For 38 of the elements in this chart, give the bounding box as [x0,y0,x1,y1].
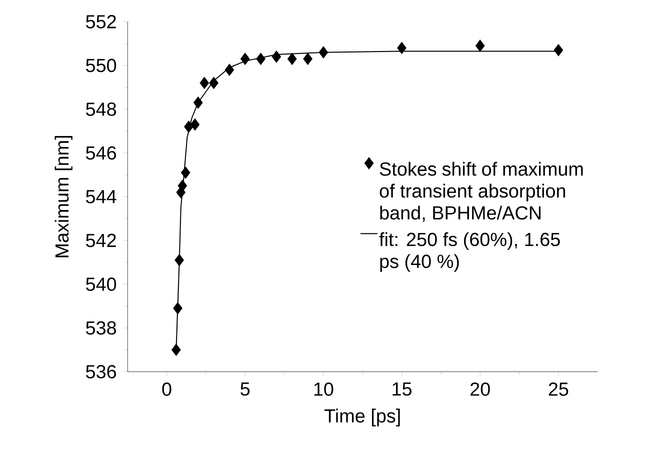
point [180,166,190,179]
x-tick-label: 15 [392,382,412,396]
point [174,254,184,266]
point [209,76,218,90]
y-tick-label: 540 [86,277,116,291]
x-tick-label: 20 [470,382,490,396]
point [240,52,250,66]
x-tick-label: 25 [548,382,568,396]
y-tick-label: 548 [86,102,116,116]
x-tick-label: 0 [162,382,172,396]
y-tick-label: 536 [86,364,116,378]
point [171,344,181,356]
point [256,52,266,66]
point [318,46,328,58]
point [287,52,297,66]
point [178,180,188,192]
y-tick-label: 546 [86,146,116,160]
point [554,44,564,56]
point [475,40,485,52]
point [190,118,200,131]
y-tick-label: 550 [86,58,116,72]
point [173,302,182,314]
point [303,52,312,66]
point [397,42,406,54]
x-tick-label: 5 [240,382,250,396]
legend-label: fit: 250 fs (60%), 1.65 ps (40 %) [379,232,560,272]
y-tick-label: 538 [86,321,116,335]
y-axis-title: Maximum [nm] [54,136,72,258]
point [272,50,282,63]
y-tick-label: 542 [86,234,116,248]
x-tick-label: 10 [314,382,334,396]
point [193,96,203,109]
y-tick-label: 552 [86,14,116,28]
point [200,76,210,90]
point [184,120,194,133]
y-tick-label: 544 [86,190,116,204]
point [224,64,234,76]
x-axis-title: Time [ps] [324,408,400,426]
